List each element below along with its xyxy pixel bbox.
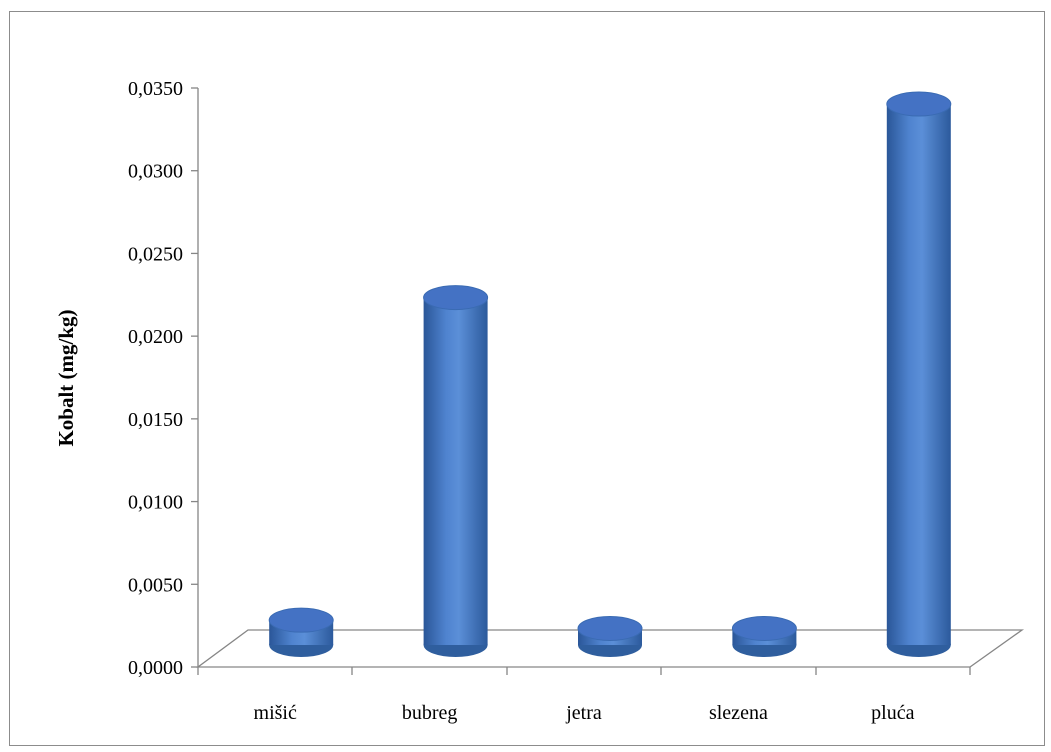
- x-tick-label: bubreg: [402, 702, 458, 724]
- bar-2: [577, 615, 643, 657]
- bar-0: [268, 607, 334, 657]
- y-tick-label: 0,0350: [128, 78, 183, 100]
- y-tick-label: 0,0150: [128, 409, 183, 431]
- y-tick-label: 0,0100: [128, 492, 183, 514]
- y-tick-label: 0,0300: [128, 161, 183, 183]
- bar-4: [886, 91, 952, 657]
- bar-1: [423, 285, 489, 657]
- y-axis-ticks: 0,0000 0,0050 0,0100 0,0150 0,0200 0,0250 0,03…: [128, 78, 198, 679]
- x-tick-label: jetra: [565, 702, 602, 724]
- chart-frame: [9, 11, 1045, 746]
- y-tick-label: 0,0250: [128, 243, 183, 265]
- bar-body: [886, 104, 951, 645]
- y-tick-label: 0,0000: [128, 657, 183, 679]
- bar-top: [731, 615, 797, 641]
- y-axis-label: Kobalt (mg/kg): [54, 309, 78, 446]
- bar-top: [423, 285, 489, 311]
- bar-series: [268, 91, 952, 657]
- y-tick-label: 0,0200: [128, 326, 183, 348]
- chart-floor: [196, 629, 1025, 668]
- bar-top: [577, 615, 643, 641]
- x-axis-labels: mišić bubreg jetra slezena pluća: [254, 702, 915, 724]
- x-tick-label: mišić: [254, 702, 297, 724]
- bar-top: [886, 91, 952, 117]
- bar-body: [423, 297, 488, 645]
- bar-3: [731, 615, 797, 657]
- y-tick-label: 0,0050: [128, 574, 183, 596]
- x-tick-label: slezena: [709, 702, 768, 724]
- bar-top: [268, 607, 334, 633]
- x-tick-label: pluća: [871, 702, 914, 724]
